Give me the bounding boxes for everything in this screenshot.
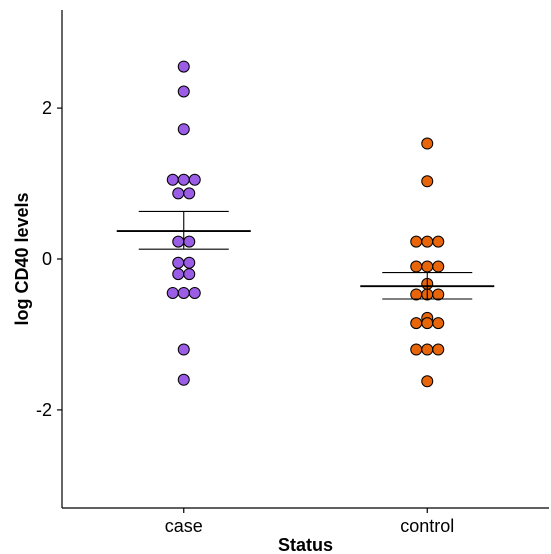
y-axis-title: log CD40 levels: [12, 192, 32, 325]
y-ticks: -2 0 2: [36, 98, 62, 420]
data-point: [177, 286, 190, 299]
data-point: [421, 260, 434, 273]
x-ticks: case control: [165, 508, 454, 536]
series-control: [360, 137, 495, 388]
data-point: [177, 123, 190, 136]
data-point: [421, 137, 434, 150]
data-point: [432, 343, 445, 356]
data-point: [177, 173, 190, 186]
data-point: [432, 235, 445, 248]
data-point: [177, 373, 190, 386]
data-point: [183, 256, 196, 269]
data-point: [172, 235, 185, 248]
data-point: [177, 343, 190, 356]
data-point: [172, 256, 185, 269]
y-axis: -2 0 2: [36, 10, 63, 508]
x-tick-label: case: [165, 516, 203, 536]
series-case: [116, 60, 251, 386]
data-point: [177, 60, 190, 73]
data-point: [421, 343, 434, 356]
data-point: [421, 317, 434, 330]
data-point: [188, 286, 201, 299]
plot-area: [116, 60, 495, 388]
data-point: [421, 235, 434, 248]
y-tick-label: -2: [36, 400, 52, 420]
data-point: [432, 288, 445, 301]
data-point: [432, 260, 445, 273]
data-point: [432, 317, 445, 330]
data-point: [410, 260, 423, 273]
data-point: [410, 343, 423, 356]
x-axis: case control: [62, 507, 549, 536]
data-point: [172, 187, 185, 200]
data-point: [166, 173, 179, 186]
y-tick-label: 0: [42, 249, 52, 269]
data-point: [410, 288, 423, 301]
data-point: [410, 317, 423, 330]
x-axis-title: Status: [278, 535, 333, 554]
data-point: [177, 85, 190, 98]
y-tick-label: 2: [42, 98, 52, 118]
data-point: [188, 173, 201, 186]
data-point: [421, 175, 434, 188]
data-point: [166, 286, 179, 299]
data-point: [172, 268, 185, 281]
data-point: [183, 235, 196, 248]
data-point: [183, 187, 196, 200]
data-point: [421, 375, 434, 388]
data-point: [410, 235, 423, 248]
data-point: [183, 268, 196, 281]
x-tick-label: control: [400, 516, 454, 536]
